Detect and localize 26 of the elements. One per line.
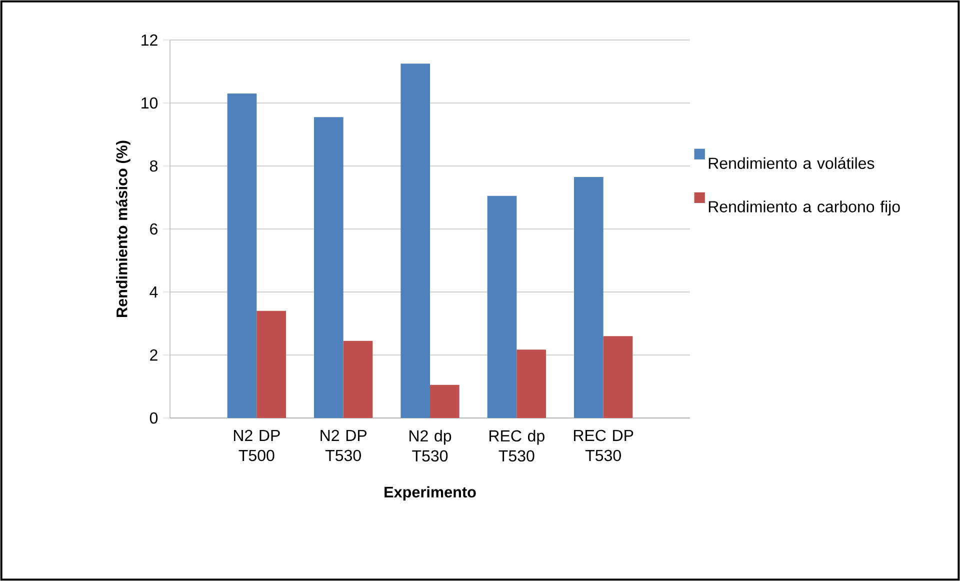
bar	[227, 94, 257, 418]
x-tick-label: N2 dp T530	[410, 430, 452, 462]
bar	[574, 177, 604, 418]
x-tick-label: REC dp T530	[490, 430, 544, 462]
bar	[516, 350, 546, 418]
bar	[314, 117, 344, 418]
legend-label: Rendimiento a volátiles	[708, 157, 874, 169]
x-tick-label: REC DP T530	[574, 430, 634, 462]
bar	[603, 336, 633, 418]
bar	[487, 196, 517, 418]
x-tick-label: N2 DP T500	[234, 430, 280, 462]
y-tick-label: 8	[150, 160, 158, 172]
legend-label: Rendimiento a carbono fijo	[708, 200, 900, 216]
y-tick-label: 6	[150, 223, 158, 235]
x-tick-label: N2 DP T530	[320, 430, 366, 462]
y-tick-label: 2	[150, 349, 158, 361]
x-axis-title: Experimento	[384, 486, 476, 501]
y-tick-label: 0	[150, 412, 158, 424]
bar	[400, 64, 430, 418]
bar	[256, 310, 286, 418]
bar	[343, 340, 373, 418]
y-tick-label: 10	[142, 97, 158, 109]
bar	[430, 384, 460, 418]
y-tick-label: 4	[150, 286, 158, 298]
y-tick-label: 12	[142, 34, 158, 46]
y-axis-title: Rendimiento másico (%)	[116, 140, 130, 317]
